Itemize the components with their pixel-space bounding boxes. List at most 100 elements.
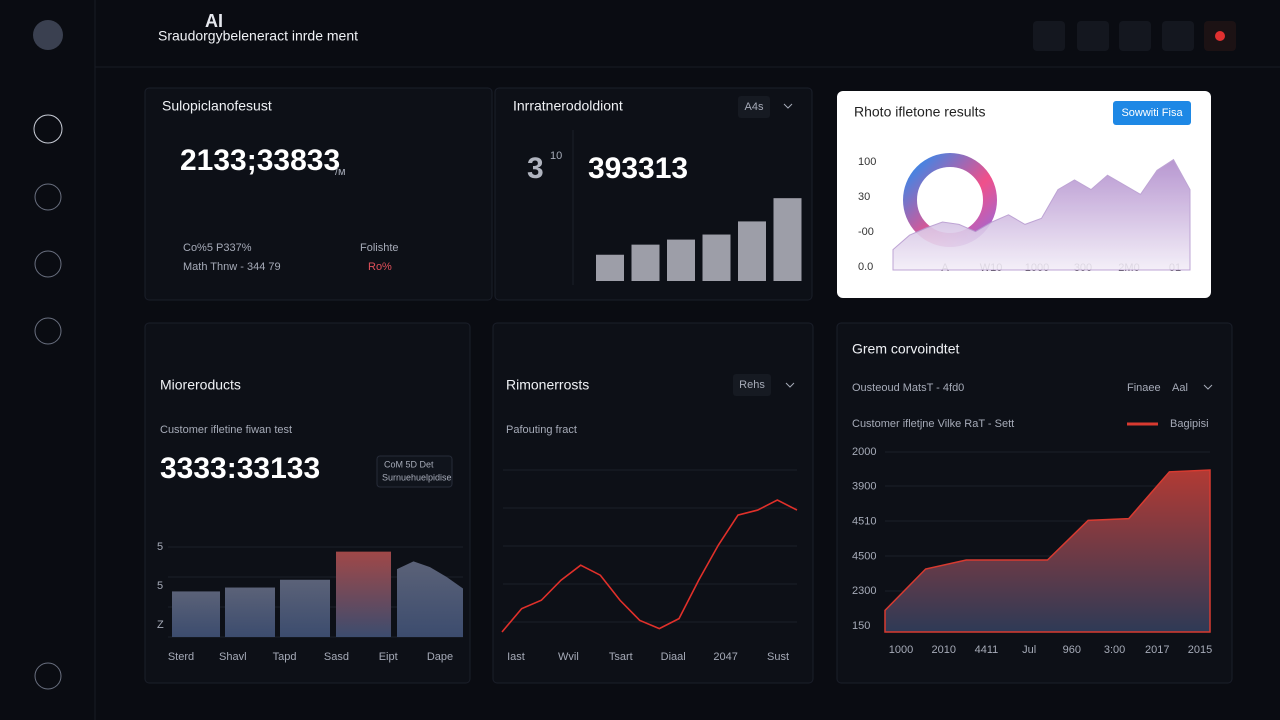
filter-label: Ousteoud MatsT - 4fd0 bbox=[852, 382, 964, 394]
sidebar-icons bbox=[33, 114, 63, 690]
x-tick-label: Dape bbox=[427, 651, 453, 663]
y-tick-label: 150 bbox=[852, 620, 870, 632]
x-tick-label: Tapd bbox=[273, 651, 297, 663]
badge-text: Surnuehuelpidise bbox=[382, 472, 452, 482]
x-tick-label: Jul bbox=[1022, 644, 1036, 656]
y-tick-label: 4500 bbox=[852, 550, 876, 562]
panel-subtitle: Pafouting fract bbox=[506, 424, 577, 436]
y-tick-label: 5 bbox=[157, 580, 163, 592]
action-button[interactable] bbox=[1113, 101, 1191, 125]
x-tick-label: Wvil bbox=[558, 651, 579, 663]
x-tick-label: Tsart bbox=[609, 651, 633, 663]
filter-option[interactable]: Finaee bbox=[1127, 382, 1161, 394]
chevron bbox=[1203, 384, 1213, 390]
x-tick-label: 2010 bbox=[931, 644, 955, 656]
x-tick-label: Sasd bbox=[324, 651, 349, 663]
x-tick-label: 1000 bbox=[889, 644, 913, 656]
stat-label: Co%5 P337% bbox=[183, 242, 252, 254]
avatar[interactable] bbox=[33, 20, 63, 50]
y-tick-label: 4510 bbox=[852, 516, 876, 528]
badge-text: CoM 5D Det bbox=[384, 459, 434, 469]
y-tick-label: 100 bbox=[858, 156, 876, 168]
bar bbox=[738, 221, 766, 281]
bar bbox=[225, 587, 275, 637]
tool-button[interactable] bbox=[1077, 21, 1109, 51]
panel-title: Sulopiclanofesust bbox=[162, 98, 272, 114]
panel-subtitle: Customer ifletjne Vilke RaT - Sett bbox=[852, 418, 1014, 430]
kpi-value: 3333:33133 bbox=[160, 452, 320, 485]
bar bbox=[773, 198, 802, 281]
panel-subtitle: Customer ifletine fiwan test bbox=[160, 424, 292, 436]
tool-button[interactable] bbox=[1162, 21, 1194, 51]
status-label: Folishte bbox=[360, 242, 399, 254]
x-tick-label: 2015 bbox=[1188, 644, 1212, 656]
nav-icon[interactable] bbox=[34, 250, 62, 278]
nav-icon[interactable] bbox=[34, 662, 62, 690]
bar bbox=[667, 239, 695, 281]
y-tick-label: 2000 bbox=[852, 446, 876, 458]
bar bbox=[631, 244, 660, 281]
filter-option[interactable]: Aal bbox=[1172, 382, 1188, 394]
alert-icon bbox=[1215, 31, 1225, 41]
bar bbox=[280, 579, 330, 637]
kpi-value: 393313 bbox=[588, 152, 688, 185]
y-tick-label: 2300 bbox=[852, 585, 876, 597]
x-tick-label: Shavl bbox=[219, 651, 247, 663]
dropdown-label: A4s bbox=[745, 101, 764, 113]
panel bbox=[494, 87, 813, 301]
bar bbox=[172, 591, 220, 637]
tool-button[interactable] bbox=[1119, 21, 1151, 51]
x-tick-label: 3:00 bbox=[1104, 644, 1125, 656]
x-tick-label: Sterd bbox=[168, 651, 194, 663]
bar bbox=[336, 551, 391, 637]
tool-button[interactable] bbox=[1033, 21, 1065, 51]
kpi-value: 2133;33833 bbox=[180, 144, 340, 177]
x-tick-label: Eipt bbox=[379, 651, 398, 663]
y-tick-label: 3900 bbox=[852, 481, 876, 493]
kpi-unit: /м bbox=[335, 166, 346, 178]
x-tick-label: Sust bbox=[767, 651, 789, 663]
y-tick-label: Z bbox=[157, 619, 164, 631]
panel-title: Mioreroducts bbox=[160, 377, 241, 393]
action-label: Sowwiti Fisa bbox=[1121, 107, 1183, 119]
line bbox=[501, 499, 798, 633]
nav-icon[interactable] bbox=[33, 114, 63, 144]
x-tick-label: 4411 bbox=[975, 644, 999, 656]
toolbar bbox=[1033, 21, 1236, 51]
bar bbox=[596, 254, 624, 281]
panel-title: Grem corvoindtet bbox=[852, 341, 959, 357]
x-tick-label: 2047 bbox=[713, 651, 737, 663]
panel bbox=[492, 322, 814, 684]
panel-title: Inrratnerodoldiont bbox=[513, 98, 623, 114]
area bbox=[892, 158, 1191, 271]
logo: AI bbox=[205, 11, 223, 31]
dropdown-label: Rehs bbox=[739, 379, 765, 391]
area bbox=[884, 469, 1211, 633]
kpi-small: 3 bbox=[527, 152, 544, 185]
panel bbox=[144, 87, 493, 301]
x-tick-label: 960 bbox=[1063, 644, 1081, 656]
badge bbox=[376, 455, 453, 488]
y-tick-label: -00 bbox=[858, 226, 874, 238]
nav-icon[interactable] bbox=[34, 317, 62, 345]
kpi-small-unit: 10 bbox=[550, 150, 562, 162]
panel-title: Rimonerrosts bbox=[506, 377, 589, 393]
nav-icon[interactable] bbox=[34, 183, 62, 211]
legend-label: Bagipisi bbox=[1170, 418, 1209, 430]
y-tick-label: 5 bbox=[157, 541, 163, 553]
panel-title: Rhoto ifletone results bbox=[854, 104, 986, 120]
panels bbox=[144, 87, 1233, 684]
bar bbox=[702, 234, 731, 281]
app-title: Sraudorgybeleneract inrde ment bbox=[158, 28, 358, 44]
dropdown[interactable] bbox=[733, 374, 771, 396]
x-tick-label: Iast bbox=[507, 651, 525, 663]
x-tick-label: 2017 bbox=[1145, 644, 1169, 656]
stat-label: Math Thnw - 344 79 bbox=[183, 261, 281, 273]
chevron bbox=[785, 382, 795, 388]
dropdown[interactable] bbox=[738, 96, 770, 118]
chevron bbox=[783, 103, 793, 109]
x-tick-label: Diaal bbox=[661, 651, 686, 663]
y-tick-label: 0.0 bbox=[858, 261, 873, 273]
area bbox=[397, 561, 463, 637]
